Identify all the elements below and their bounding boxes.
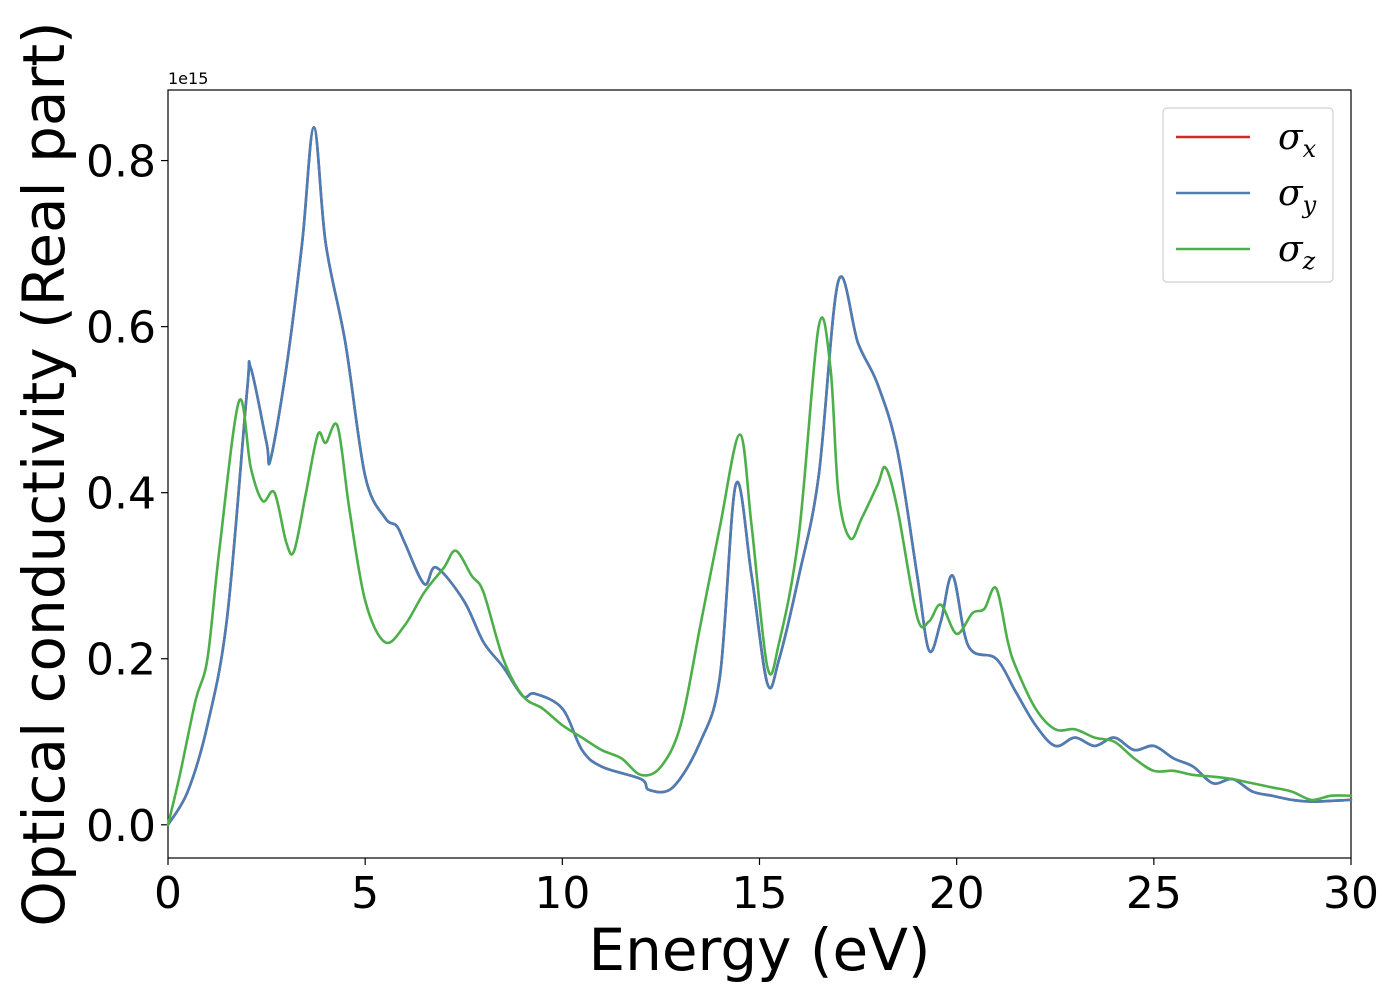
legend-label-main: σ xyxy=(1278,173,1304,214)
legend-frame xyxy=(1162,107,1334,283)
y-tick-label: 0.6 xyxy=(86,303,156,354)
legend-label-x: σx xyxy=(1278,117,1317,163)
y-tick-label: 0.0 xyxy=(86,801,156,852)
y-axis-label: Optical conductivity (Real part) xyxy=(10,21,78,926)
legend-label-main: σ xyxy=(1278,117,1304,158)
x-tick-label: 30 xyxy=(1323,868,1379,919)
legend-label-subscript: z xyxy=(1302,247,1316,275)
legend-label-y: σy xyxy=(1278,173,1317,219)
series-lines xyxy=(166,126,1353,827)
legend-label-subscript: y xyxy=(1302,191,1317,219)
plot-area: 0 5 10 15 20 25 30 0.0 0.2 0.4 0.6 0.8 xyxy=(86,89,1379,919)
legend-label-z: σz xyxy=(1278,229,1316,275)
x-axis-label: Energy (eV) xyxy=(588,916,930,984)
y-tick-label: 0.4 xyxy=(86,469,156,520)
y-offset-label: 1e15 xyxy=(168,69,208,88)
series-line-y xyxy=(166,126,1353,827)
y-tick-label: 0.8 xyxy=(86,137,156,188)
legend-label-main: σ xyxy=(1278,229,1304,270)
x-tick-label: 25 xyxy=(1126,868,1182,919)
y-tick-label: 0.2 xyxy=(86,635,156,686)
y-axis-ticks: 0.0 0.2 0.4 0.6 0.8 xyxy=(86,137,168,852)
x-tick-label: 15 xyxy=(732,868,788,919)
x-tick-label: 5 xyxy=(351,868,379,919)
x-tick-label: 0 xyxy=(154,868,182,919)
legend-label-subscript: x xyxy=(1303,135,1317,163)
x-tick-label: 10 xyxy=(534,868,590,919)
x-tick-label: 20 xyxy=(929,868,985,919)
x-axis-ticks: 0 5 10 15 20 25 30 xyxy=(154,858,1379,919)
series-line-z xyxy=(166,316,1353,827)
